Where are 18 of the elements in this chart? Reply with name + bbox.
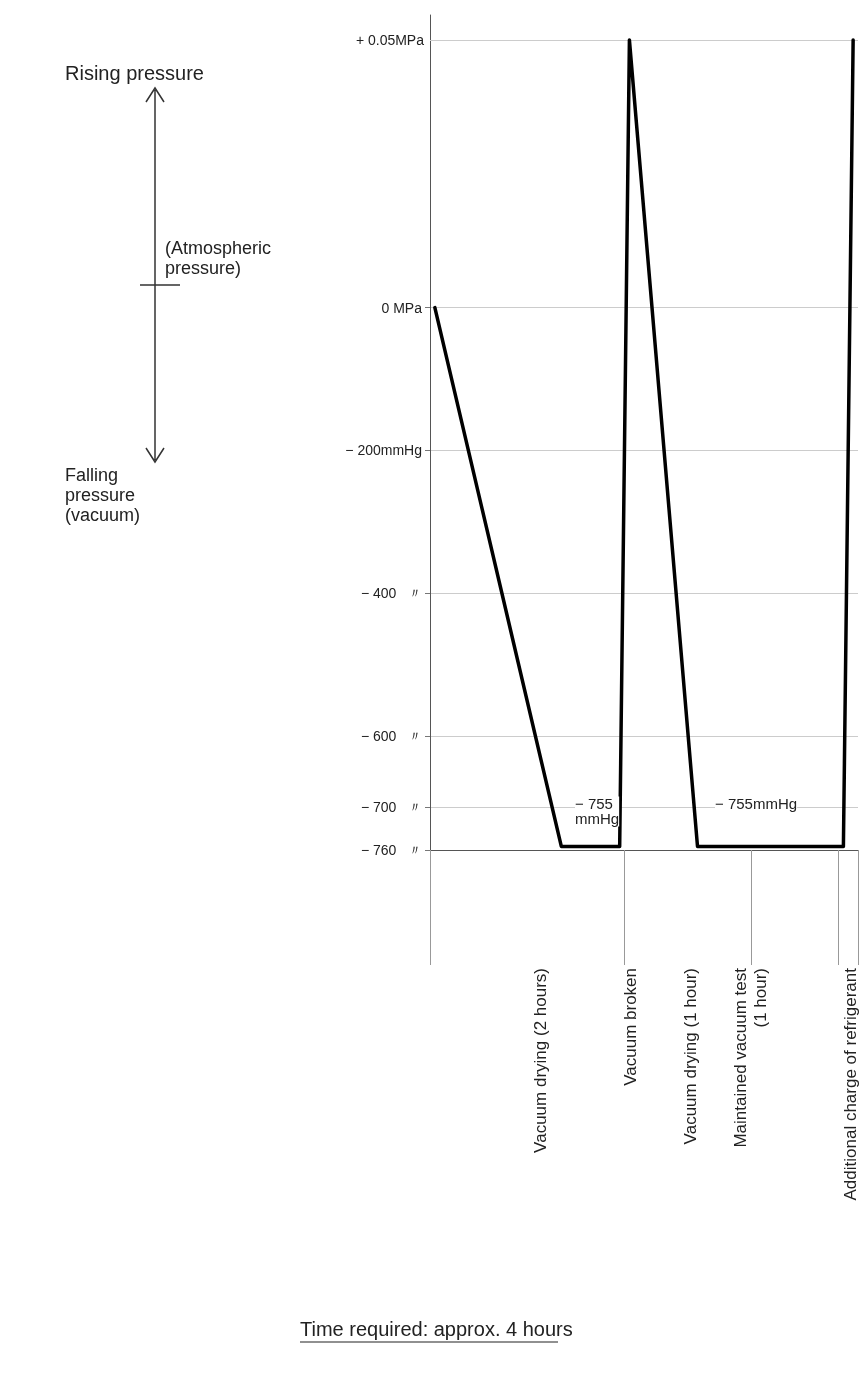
y-tick-label: − 400 〃: [360, 585, 422, 602]
text: (Atmospheric pressure): [165, 238, 272, 278]
text: Rising pressure: [65, 62, 204, 84]
text: Vacuum drying (2 hours): [530, 968, 550, 1153]
annotation: − 755mmHg: [715, 795, 798, 813]
text: Vacuum broken: [620, 968, 640, 1086]
text: Falling pressure (vacuum): [65, 465, 141, 525]
y-tick-label: − 760 〃: [360, 842, 422, 858]
y-tick-label: 0 MPa: [381, 299, 423, 316]
text: Time required: approx. 4 hours: [300, 1318, 573, 1340]
y-tick-label: − 600 〃: [360, 727, 422, 744]
annotation: − 755 mmHg: [575, 795, 620, 828]
text: Additional charge of refrigerant: [840, 967, 860, 1201]
text: Vacuum drying (1 hour): [680, 968, 700, 1145]
y-tick-label: − 200mmHg: [345, 442, 422, 459]
text: Maintained vacuum test (1 hour): [730, 967, 770, 1148]
ref-line-label: + 0.05MPa: [355, 31, 425, 48]
y-tick-label: − 700 〃: [360, 799, 422, 816]
